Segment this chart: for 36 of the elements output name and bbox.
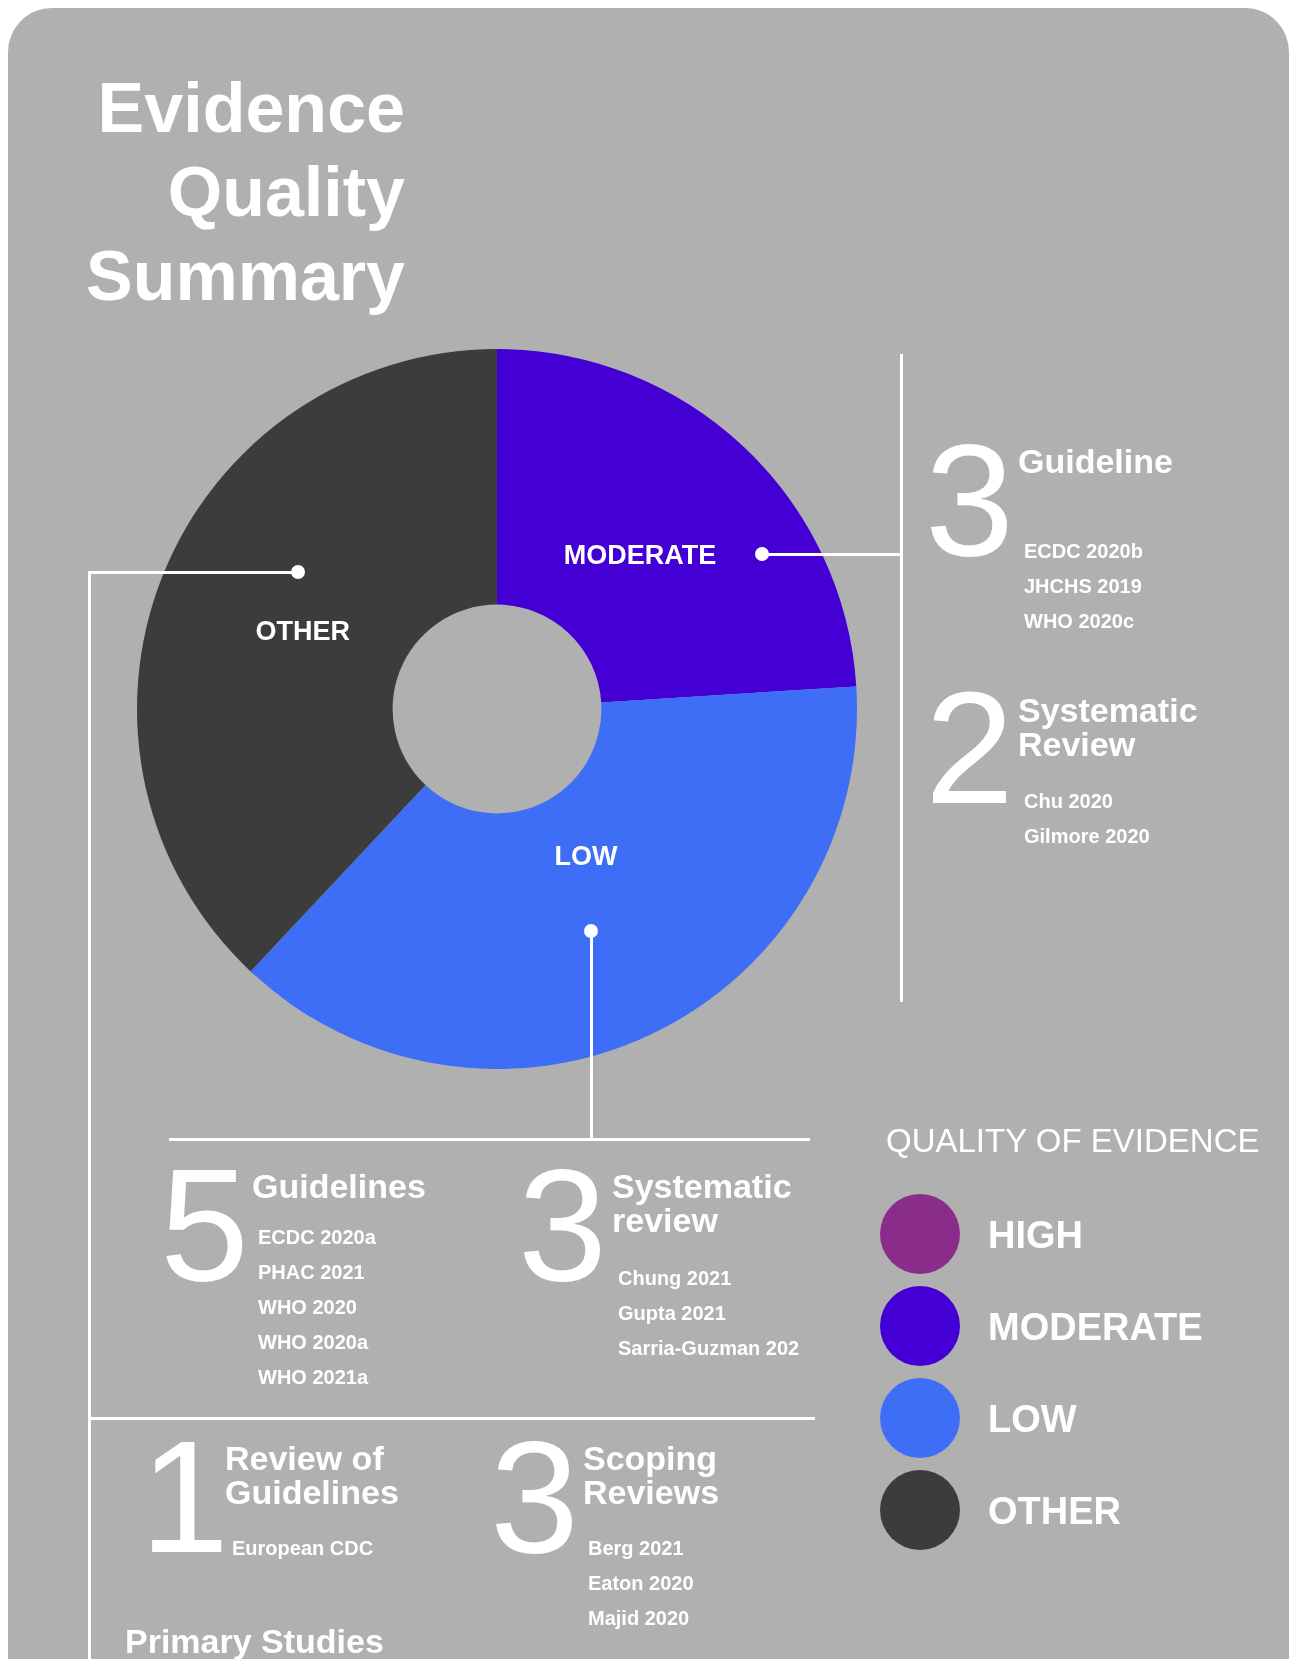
text: Berg 2021: [588, 1537, 684, 1559]
text: WHO 2021a: [258, 1366, 369, 1388]
legend-label: MODERATE: [988, 1306, 1203, 1349]
text: Scoping Reviews: [583, 1439, 721, 1511]
text: Chu 2020: [1024, 790, 1113, 812]
legend-label: LOW: [988, 1398, 1077, 1441]
text: 2: [925, 658, 1014, 837]
text: ECDC 2020b: [1024, 540, 1143, 562]
text: Eaton 2020: [588, 1572, 694, 1594]
legend-title: QUALITY OF EVIDENCE: [886, 1122, 1260, 1160]
text: Systematic review: [612, 1167, 793, 1239]
text: WHO 2020: [258, 1296, 357, 1318]
text: JHCHS 2019: [1024, 575, 1142, 597]
text: 3: [490, 1407, 579, 1586]
slice-label: OTHER: [255, 615, 351, 646]
legend-label: OTHER: [988, 1490, 1121, 1533]
text: Guideline: [1018, 442, 1174, 480]
slice-label: MODERATE: [563, 540, 717, 571]
text: 3: [925, 410, 1014, 589]
text: Systematic Review: [1018, 691, 1199, 763]
text: Majid 2020: [588, 1607, 690, 1629]
text: Sarria-Guzman 202: [618, 1337, 800, 1359]
text: Chung 2021: [618, 1267, 732, 1289]
text: Gilmore 2020: [1024, 825, 1150, 847]
slice-label: LOW: [554, 841, 618, 872]
text: PHAC 2021: [258, 1261, 365, 1283]
text: Gupta 2021: [618, 1302, 726, 1324]
text: 3: [518, 1135, 607, 1314]
text: ECDC 2020a: [258, 1226, 376, 1248]
chart-title: Evidence Quality Summary: [85, 68, 405, 317]
text: 5: [160, 1135, 249, 1314]
legend-label: HIGH: [988, 1214, 1083, 1257]
text: WHO 2020c: [1024, 610, 1135, 632]
text: Guidelines: [252, 1167, 427, 1205]
text: WHO 2020a: [258, 1331, 369, 1353]
text: European CDC: [232, 1537, 374, 1559]
